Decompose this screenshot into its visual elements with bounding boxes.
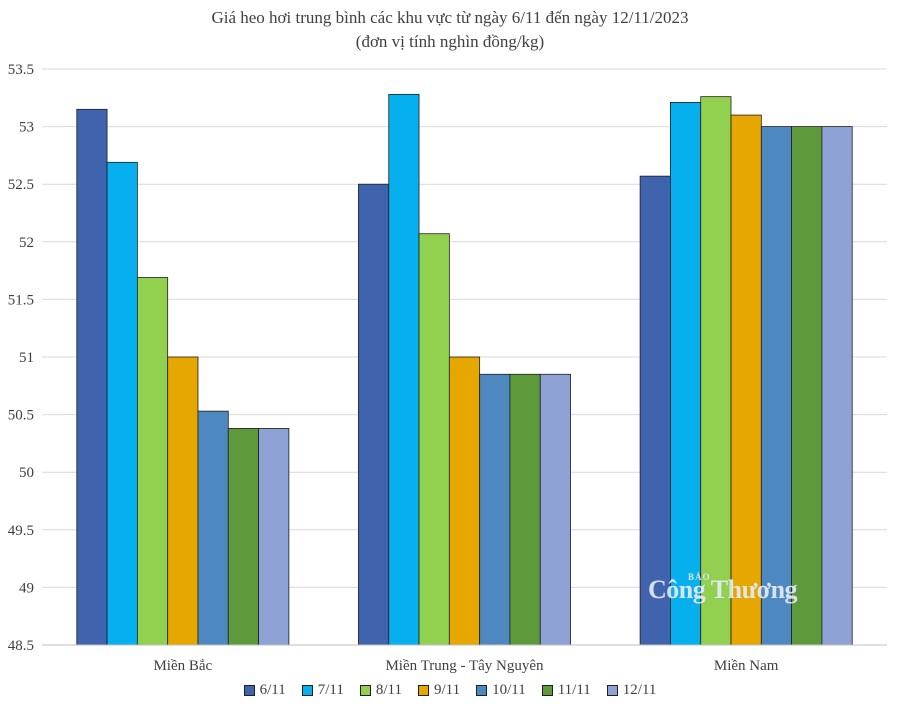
chart-title: Giá heo hơi trung bình các khu vực từ ng… <box>211 8 689 27</box>
x-tick-label: Miền Trung - Tây Nguyên <box>385 658 544 674</box>
y-tick-label: 50.5 <box>8 408 34 424</box>
legend-label: 11/11 <box>557 682 591 698</box>
y-tick-label: 53 <box>19 120 34 136</box>
legend: 6/11 7/11 8/11 9/11 10/11 11/11 12/11 <box>0 682 900 699</box>
bar-6-11-2 <box>639 175 671 646</box>
legend-label: 10/11 <box>492 682 526 698</box>
legend-item: 9/11 <box>417 682 461 699</box>
y-tick-label: 50 <box>19 465 34 481</box>
legend-swatch <box>476 685 488 696</box>
bar-9-11-0 <box>167 356 199 646</box>
bar-10-11-1 <box>479 373 511 646</box>
legend-label: 7/11 <box>317 682 344 698</box>
bar-12-11-0 <box>258 428 290 646</box>
y-tick-label: 51.5 <box>8 292 34 308</box>
bar-8-11-1 <box>418 233 450 646</box>
bar-7-11-1 <box>388 93 420 646</box>
bar-10-11-2 <box>760 126 793 646</box>
legend-label: 9/11 <box>433 682 461 698</box>
y-tick-label: 51 <box>19 350 34 366</box>
legend-item: 10/11 <box>476 682 526 699</box>
y-tick-label: 49.5 <box>8 523 34 539</box>
bar-7-11-2 <box>670 102 702 646</box>
bar-6-11-1 <box>358 183 390 646</box>
legend-swatch <box>301 685 313 696</box>
chart-subtitle: (đơn vị tính nghìn đồng/kg) <box>355 32 545 51</box>
bar-8-11-2 <box>700 96 732 646</box>
legend-item: 7/11 <box>301 682 344 699</box>
bar-6-11-0 <box>76 108 108 646</box>
legend-item: 12/11 <box>606 682 657 699</box>
bar-11-11-0 <box>227 428 259 646</box>
legend-swatch <box>243 685 255 696</box>
bar-7-11-0 <box>106 161 138 646</box>
bar-9-11-2 <box>730 114 762 646</box>
bar-12-11-2 <box>821 126 853 646</box>
bar-9-11-1 <box>448 356 481 646</box>
legend-item: 6/11 <box>243 682 286 699</box>
legend-swatch <box>541 685 553 696</box>
legend-swatch <box>606 685 618 696</box>
x-tick-label: Miền Bắc <box>153 658 212 674</box>
legend-label: 8/11 <box>375 682 402 698</box>
y-tick-label: 52.5 <box>8 177 34 193</box>
legend-label: 12/11 <box>622 682 657 698</box>
y-tick-label: 53.5 <box>8 62 34 78</box>
bar-12-11-1 <box>539 373 571 646</box>
x-tick-label: Miền Nam <box>714 658 779 674</box>
axes: 48.5 49 49.5 50 50.5 51 51.5 52 52.5 53 53.5 Miền B… <box>8 62 887 674</box>
bar-10-11-0 <box>197 410 229 646</box>
bar-11-11-1 <box>509 373 541 646</box>
legend-swatch <box>417 685 429 696</box>
legend-item: 11/11 <box>541 682 591 699</box>
bar-8-11-0 <box>136 277 169 646</box>
bar-11-11-2 <box>791 126 823 646</box>
legend-item: 8/11 <box>359 682 402 699</box>
y-tick-label: 48.5 <box>8 638 34 654</box>
legend-label: 6/11 <box>259 682 286 698</box>
bars <box>76 93 853 646</box>
y-tick-label: 49 <box>19 580 34 596</box>
legend-swatch <box>359 685 371 696</box>
y-tick-label: 52 <box>19 235 34 251</box>
